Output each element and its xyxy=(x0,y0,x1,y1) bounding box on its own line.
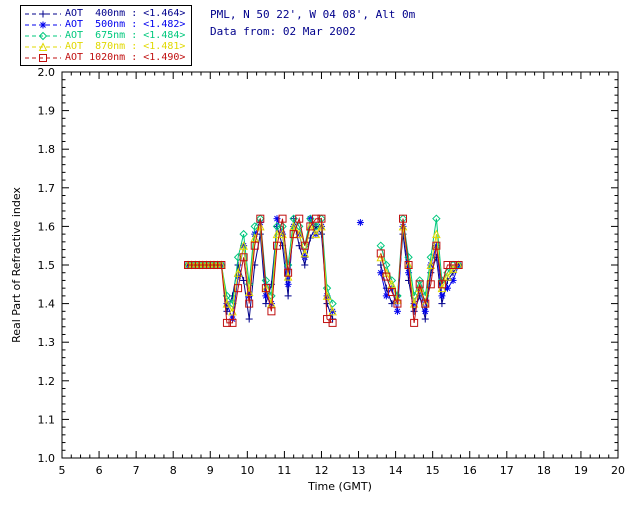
svg-text:8: 8 xyxy=(170,464,177,477)
legend-label: AOT 500nm : <1.482> xyxy=(65,19,186,30)
legend-label: AOT 870nm : <1.481> xyxy=(65,41,186,52)
svg-text:13: 13 xyxy=(352,464,366,477)
svg-text:10: 10 xyxy=(240,464,254,477)
legend-label: AOT 675nm : <1.484> xyxy=(65,30,186,41)
series-aot-1020nm xyxy=(184,214,463,327)
legend-item: AOT 400nm : <1.464> xyxy=(25,8,185,19)
y-axis-label: Real Part of Refractive index xyxy=(10,187,23,343)
svg-text:5: 5 xyxy=(59,464,66,477)
svg-text:1.1: 1.1 xyxy=(38,413,56,426)
legend-item: AOT 500nm : <1.482> xyxy=(25,19,185,30)
legend-item: AOT 1020nm : <1.490> xyxy=(25,52,185,63)
svg-text:9: 9 xyxy=(207,464,214,477)
legend-line-sample xyxy=(25,21,61,28)
svg-text:1.7: 1.7 xyxy=(38,182,56,195)
svg-text:1.2: 1.2 xyxy=(38,375,56,388)
tick-labels: 5 6 7 8 9 10 11 12 13 14 15 16 17 18 19 20 1.0 1.1 1.2 1.3 1… xyxy=(38,66,626,477)
legend-label: AOT 1020nm : <1.490> xyxy=(65,52,186,63)
axes xyxy=(61,71,619,459)
legend-line-sample xyxy=(25,31,61,40)
data-from-label: Data from: 02 Mar 2002 xyxy=(210,25,356,38)
svg-text:11: 11 xyxy=(277,464,291,477)
svg-text:20: 20 xyxy=(611,464,625,477)
svg-text:17: 17 xyxy=(500,464,514,477)
svg-text:18: 18 xyxy=(537,464,551,477)
x-axis-label: Time (GMT) xyxy=(307,480,372,493)
svg-text:1.6: 1.6 xyxy=(38,220,56,233)
svg-text:1.0: 1.0 xyxy=(38,452,56,465)
station-info: PML, N 50 22', W 04 08', Alt 0m xyxy=(210,8,416,21)
svg-text:6: 6 xyxy=(96,464,103,477)
svg-text:15: 15 xyxy=(426,464,440,477)
legend-item: AOT 675nm : <1.484> xyxy=(25,30,185,41)
svg-text:1.9: 1.9 xyxy=(38,105,56,118)
svg-text:1.5: 1.5 xyxy=(38,259,56,272)
legend: AOT 400nm : <1.464> AOT 500nm : <1.482> AO… xyxy=(20,5,193,66)
legend-item: AOT 870nm : <1.481> xyxy=(25,41,185,52)
series-aot-400nm xyxy=(184,215,463,323)
svg-text:12: 12 xyxy=(314,464,328,477)
header-text: PML, N 50 22', W 04 08', Alt 0m Data fro… xyxy=(210,8,415,42)
tick-marks xyxy=(61,71,619,459)
svg-text:16: 16 xyxy=(463,464,477,477)
legend-label: AOT 400nm : <1.464> xyxy=(65,8,186,19)
svg-text:1.8: 1.8 xyxy=(38,143,56,156)
legend-line-sample xyxy=(25,53,61,62)
legend-line-sample xyxy=(25,41,61,51)
svg-text:1.4: 1.4 xyxy=(38,298,56,311)
svg-text:19: 19 xyxy=(574,464,588,477)
svg-text:2.0: 2.0 xyxy=(38,66,56,79)
legend-line-sample xyxy=(25,10,61,17)
svg-text:7: 7 xyxy=(133,464,140,477)
svg-text:14: 14 xyxy=(389,464,403,477)
svg-text:1.3: 1.3 xyxy=(38,336,56,349)
